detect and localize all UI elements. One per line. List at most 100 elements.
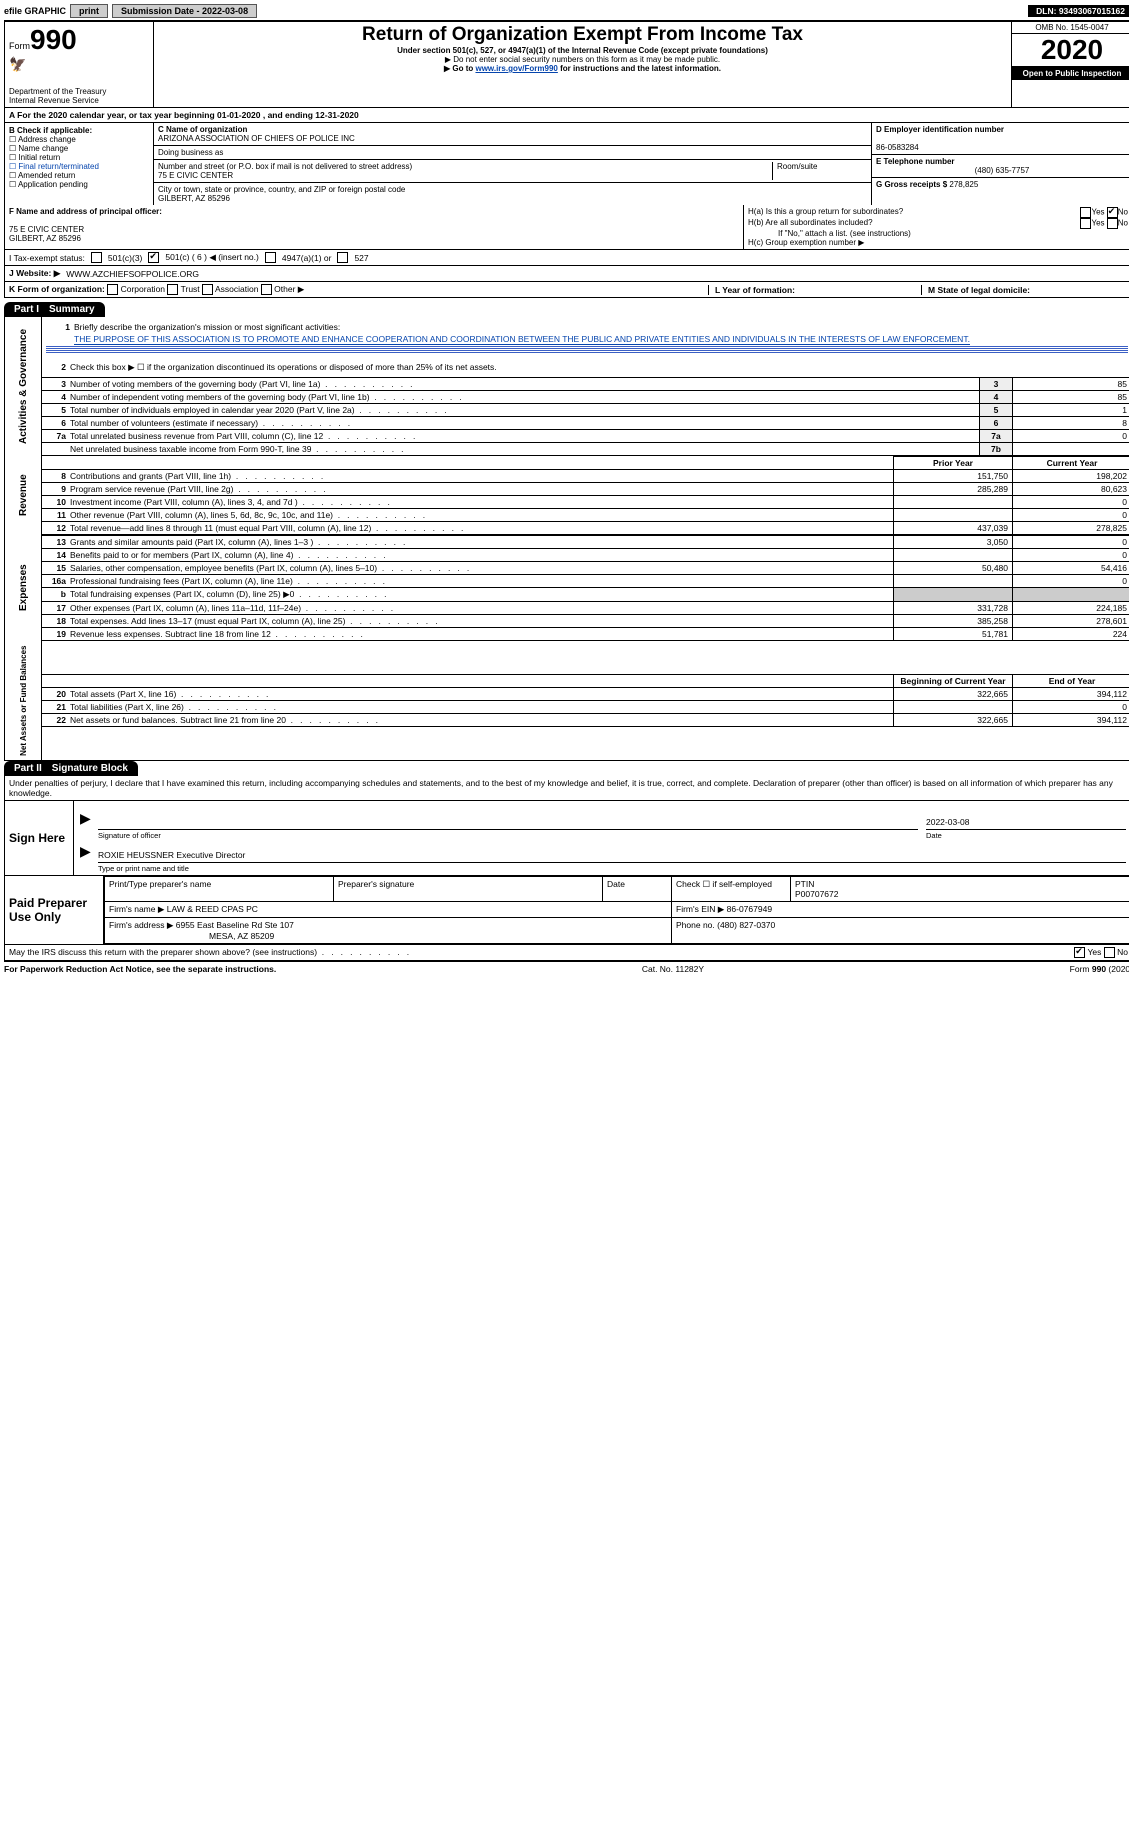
paid-preparer-label: Paid Preparer Use Only [5,876,104,944]
irs-link[interactable]: www.irs.gov/Form990 [475,64,557,73]
chk-address-change[interactable]: Address change [9,135,149,144]
summary-line: 18Total expenses. Add lines 13–17 (must … [42,615,1129,628]
side-revenue: Revenue [5,456,42,535]
dln-box: DLN: 93493067015162 [1028,5,1129,17]
k-corp[interactable] [107,284,118,295]
k-other[interactable] [261,284,272,295]
street: 75 E CIVIC CENTER [158,171,233,180]
irs-eagle-icon: 🦅 [9,56,149,73]
part1-table: Activities & Governance 1Briefly describ… [4,317,1129,760]
i-527[interactable] [337,252,348,263]
principal-officer: F Name and address of principal officer:… [5,205,743,249]
summary-line: 17Other expenses (Part IX, column (A), l… [42,602,1129,615]
dba-cell: Doing business as [154,146,871,160]
i-501c3[interactable] [91,252,102,263]
header-left: Form990 🦅 Department of the Treasury Int… [5,22,154,107]
phone: (480) 635-7757 [876,166,1128,175]
arrow-icon: ▶ [80,843,90,860]
h-c: H(c) Group exemption number ▶ [748,238,1128,247]
i-4947[interactable] [265,252,276,263]
i-501c[interactable] [148,252,159,263]
chk-name-change[interactable]: Name change [9,144,149,153]
ha-yes[interactable] [1080,207,1091,218]
side-netassets: Net Assets or Fund Balances [5,641,42,760]
prep-phone: (480) 827-0370 [717,920,775,930]
summary-line: 6Total number of volunteers (estimate if… [42,417,1129,430]
firm-name: LAW & REED CPAS PC [167,904,258,914]
row-l: L Year of formation: [708,285,915,295]
ha-no[interactable] [1107,207,1118,218]
q1-block: 1Briefly describe the organization's mis… [42,317,1129,358]
omb-number: OMB No. 1545-0047 [1012,22,1129,34]
summary-line: 13Grants and similar amounts paid (Part … [42,536,1129,549]
hb-no[interactable] [1107,218,1118,229]
street-cell: Number and street (or P.O. box if mail i… [154,160,871,183]
row-i: I Tax-exempt status: 501(c)(3) 501(c) ( … [4,250,1129,266]
summary-line: 4Number of independent voting members of… [42,391,1129,404]
k-assoc[interactable] [202,284,213,295]
summary-line: 3Number of voting members of the governi… [42,378,1129,391]
part2-header: Part II Signature Block [4,761,1129,776]
header-middle: Return of Organization Exempt From Incom… [154,22,1011,107]
row-k-l-m: K Form of organization: Corporation Trus… [4,282,1129,298]
section-b-to-g: B Check if applicable: Address change Na… [4,123,1129,205]
org-name: ARIZONA ASSOCIATION OF CHIEFS OF POLICE … [158,134,355,143]
dept-treasury: Department of the Treasury [9,87,149,96]
chk-pending[interactable]: Application pending [9,180,149,189]
ptin: P00707672 [795,889,839,899]
h-a: H(a) Is this a group return for subordin… [748,207,1128,218]
summary-line: 12Total revenue—add lines 8 through 11 (… [42,522,1129,535]
side-expenses: Expenses [5,535,42,641]
form-note2: ▶ Go to www.irs.gov/Form990 for instruct… [158,64,1007,73]
row-k: K Form of organization: Corporation Trus… [9,284,702,295]
summary-line: 9Program service revenue (Part VIII, lin… [42,483,1129,496]
h-section: H(a) Is this a group return for subordin… [743,205,1129,249]
room-suite: Room/suite [772,162,867,180]
hb-note: If "No," attach a list. (see instruction… [748,229,1128,238]
summary-line: 10Investment income (Part VIII, column (… [42,496,1129,509]
city: GILBERT, AZ 85296 [158,194,230,203]
discuss-yes[interactable] [1074,947,1085,958]
hb-yes[interactable] [1080,218,1091,229]
discuss-row: May the IRS discuss this return with the… [4,945,1129,961]
chk-initial-return[interactable]: Initial return [9,153,149,162]
print-button[interactable]: print [70,4,108,18]
paperwork-notice: For Paperwork Reduction Act Notice, see … [4,964,276,974]
ein: 86-0583284 [876,143,919,152]
tax-year: 2020 [1012,34,1129,67]
chk-amended[interactable]: Amended return [9,171,149,180]
header-right: OMB No. 1545-0047 2020 Open to Public In… [1011,22,1129,107]
org-name-cell: C Name of organization ARIZONA ASSOCIATI… [154,123,871,146]
side-activities: Activities & Governance [5,317,42,456]
submission-date-box: Submission Date - 2022-03-08 [112,4,257,18]
cat-no: Cat. No. 11282Y [642,964,704,974]
phone-cell: E Telephone number (480) 635-7757 [872,155,1129,178]
form-subtitle: Under section 501(c), 527, or 4947(a)(1)… [158,46,1007,55]
summary-line: 15Salaries, other compensation, employee… [42,562,1129,575]
h-b: H(b) Are all subordinates included? Yes … [748,218,1128,229]
mission: THE PURPOSE OF THIS ASSOCIATION IS TO PR… [74,334,970,345]
summary-line: bTotal fundraising expenses (Part IX, co… [42,588,1129,602]
sign-here-block: Sign Here ▶ 2022-03-08 Signature of offi… [4,801,1129,876]
row-f-h: F Name and address of principal officer:… [4,205,1129,250]
summary-line: 8Contributions and grants (Part VIII, li… [42,470,1129,483]
summary-line: Net unrelated business taxable income fr… [42,443,1129,456]
summary-line: 20Total assets (Part X, line 16)322,6653… [42,687,1129,700]
summary-line: 16aProfessional fundraising fees (Part I… [42,575,1129,588]
summary-line: 21Total liabilities (Part X, line 26)0 [42,700,1129,713]
summary-line: 7aTotal unrelated business revenue from … [42,430,1129,443]
k-trust[interactable] [167,284,178,295]
row-j: J Website: ▶ WWW.AZCHIEFSOFPOLICE.ORG [4,266,1129,282]
q2-7-block: 2Check this box ▶ ☐ if the organization … [42,358,1129,456]
discuss-no[interactable] [1104,947,1115,958]
chk-final-return[interactable]: Final return/terminated [9,162,149,171]
summary-line: 5Total number of individuals employed in… [42,404,1129,417]
officer-name: ROXIE HEUSSNER Executive Director [98,850,1126,860]
form-header: Form990 🦅 Department of the Treasury Int… [4,21,1129,108]
paid-preparer-block: Paid Preparer Use Only Print/Type prepar… [4,876,1129,945]
penalties: Under penalties of perjury, I declare th… [4,776,1129,801]
form-title: Return of Organization Exempt From Incom… [158,24,1007,46]
b-label: B Check if applicable: [9,126,92,135]
city-cell: City or town, state or province, country… [154,183,871,205]
open-inspection: Open to Public Inspection [1012,67,1129,80]
